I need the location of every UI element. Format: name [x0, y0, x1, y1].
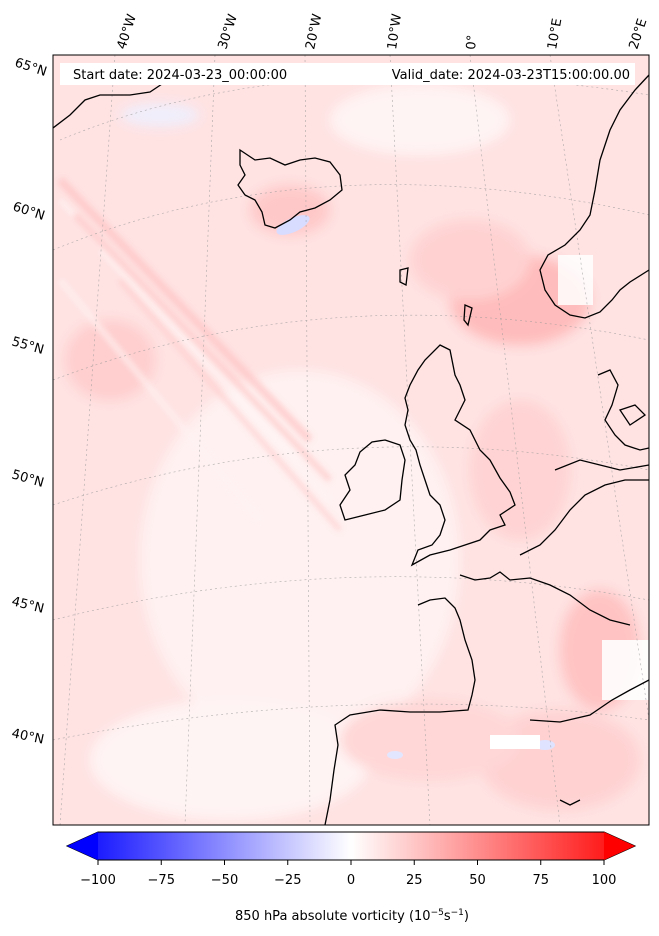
colorbar-tick-label: 0 — [347, 873, 355, 888]
valid-date-label: Valid_date: 2024-03-23T15:00:00.00 — [392, 68, 630, 83]
colorbar-tick-label: −100 — [80, 873, 116, 888]
colorbar-bar — [65, 831, 637, 861]
colorbar-tick-label: 75 — [532, 873, 549, 888]
lat-label-45n: 45°N — [10, 594, 45, 616]
lon-label-30w: 30°W — [216, 12, 241, 51]
lon-label-0: 0° — [464, 34, 480, 50]
colorbar-tick-label: 50 — [469, 873, 486, 888]
colorbar-ticks: −100 −75 −50 −25 0 25 50 75 100 — [80, 860, 616, 888]
start-date-label: Start date: 2024-03-23_00:00:00 — [73, 68, 287, 83]
header-background — [60, 63, 635, 85]
coastlines — [53, 69, 649, 825]
lat-label-40n: 40°N — [10, 726, 45, 747]
colorbar: −100 −75 −50 −25 0 25 50 75 100 850 hPa absolute… — [65, 831, 637, 924]
colorbar-tick-label: −75 — [148, 873, 175, 888]
lat-label-60n: 60°N — [11, 200, 47, 224]
vorticity-field — [53, 55, 649, 825]
latitude-labels: 65°N 60°N 55°N 50°N 45°N 40°N — [10, 56, 49, 748]
lon-label-10w: 10°W — [385, 13, 405, 51]
map-frame — [52, 54, 650, 826]
colorbar-max-extension — [604, 832, 635, 860]
lon-label-20e: 20°E — [627, 17, 651, 51]
colorbar-tick-label: −25 — [274, 873, 301, 888]
colorbar-min-extension — [67, 832, 98, 860]
lon-label-40w: 40°W — [115, 12, 140, 51]
lat-label-50n: 50°N — [10, 467, 46, 490]
lat-label-65n: 65°N — [13, 56, 49, 80]
lon-label-10e: 10°E — [545, 17, 565, 50]
longitude-labels: 40°W 30°W 20°W 10°W 0° 10°E 20°E — [115, 12, 651, 51]
colorbar-tick-label: 25 — [406, 873, 423, 888]
colorbar-tick-label: 100 — [592, 873, 617, 888]
colorbar-tick-label: −50 — [211, 873, 238, 888]
colorbar-label: 850 hPa absolute vorticity (10−5s−1) — [235, 908, 469, 924]
lon-label-20w: 20°W — [303, 12, 325, 50]
lat-label-55n: 55°N — [10, 334, 46, 357]
